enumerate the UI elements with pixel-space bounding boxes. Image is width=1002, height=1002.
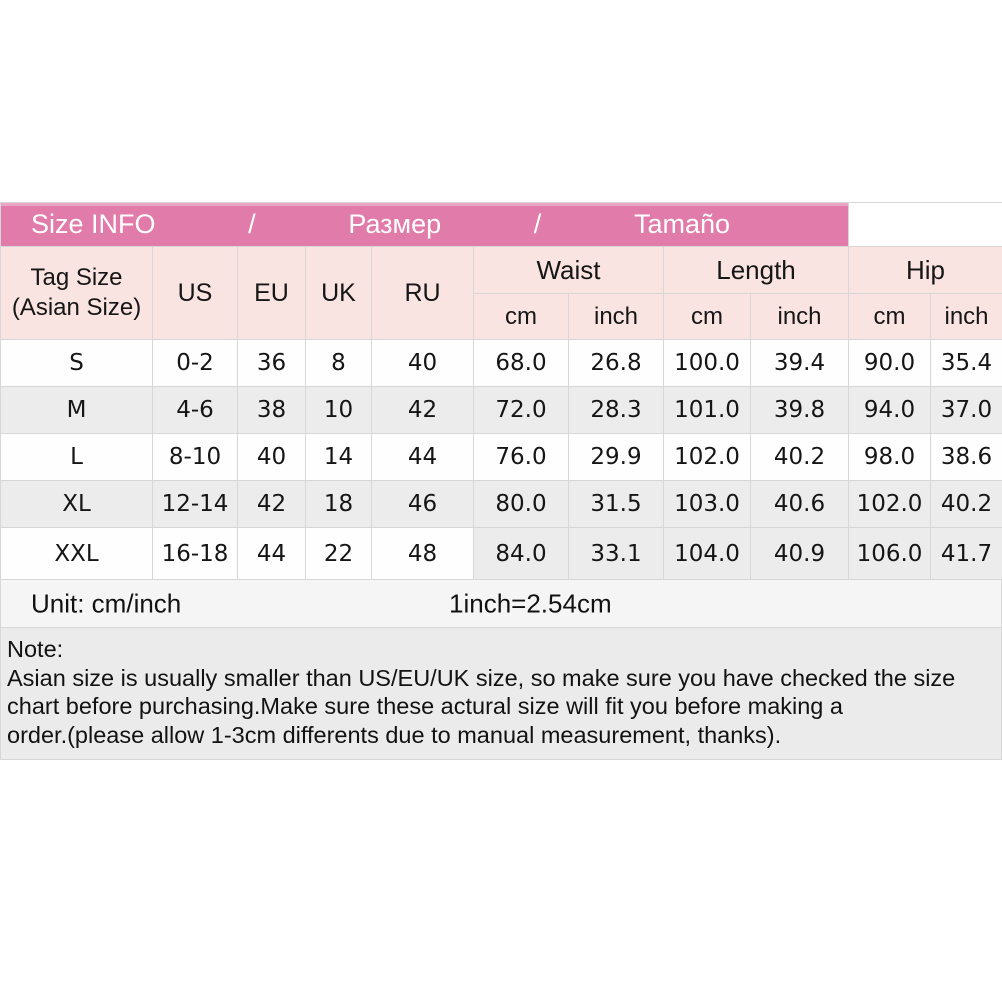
- cell-uk: 8: [305, 339, 372, 387]
- note-line: order.(please allow 1-3cm differents due…: [7, 721, 782, 748]
- cell-eu: 38: [237, 386, 306, 434]
- banner-separator: /: [248, 209, 256, 239]
- corner-line2: (Asian Size): [11, 294, 142, 321]
- cell-ru: 44: [371, 433, 474, 481]
- size-chart-sheet: Size INFO / Размер / Tamaño Tag Size (As…: [0, 202, 1002, 760]
- size-info-banner: Size INFO / Размер / Tamaño: [0, 202, 850, 247]
- cell-waist-cm: 76.0: [473, 433, 569, 481]
- cell-tag: XL: [0, 480, 153, 528]
- cell-hip-cm: 102.0: [848, 480, 932, 528]
- corner-header-tag-size: Tag Size (Asian Size): [0, 246, 153, 340]
- subheader-length-inch: inch: [749, 293, 850, 340]
- cell-hip-inch: 37.0: [930, 386, 1002, 434]
- cell-us: 0-2: [152, 339, 238, 387]
- note-line: Asian size is usually smaller than US/EU…: [7, 664, 956, 691]
- subheader-waist-cm: cm: [473, 293, 569, 340]
- size-row-xxl: XXL 16-18 44 22 48 84.0 33.1 104.0 40.9 …: [0, 527, 1002, 580]
- cell-length-inch: 39.4: [749, 339, 850, 387]
- cell-hip-cm: 90.0: [848, 339, 932, 387]
- note-line: chart before purchasing.Make sure these …: [7, 693, 843, 719]
- cell-waist-inch: 26.8: [568, 339, 664, 387]
- cell-hip-inch: 41.7: [930, 527, 1002, 580]
- group-header-length: Length: [662, 246, 850, 294]
- cell-uk: 18: [305, 480, 372, 528]
- size-row-m: M 4-6 38 10 42 72.0 28.3 101.0 39.8 94.0…: [0, 386, 1002, 434]
- cell-length-cm: 103.0: [663, 480, 751, 528]
- cell-ru: 48: [371, 527, 474, 580]
- cell-length-cm: 101.0: [663, 386, 751, 434]
- size-row-xl: XL 12-14 42 18 46 80.0 31.5 103.0 40.6 1…: [0, 480, 1002, 528]
- banner-title-ru: Размер: [348, 209, 442, 239]
- unit-row: Unit: cm/inch 1inch=2.54cm: [0, 580, 1002, 628]
- banner-title-es: Tamaño: [633, 209, 730, 239]
- cell-length-inch: 39.8: [749, 386, 850, 434]
- banner-title-en: Size INFO: [31, 209, 156, 239]
- conversion-label: 1inch=2.54cm: [449, 588, 612, 618]
- note-title: Note:: [7, 636, 64, 662]
- cell-length-cm: 100.0: [663, 339, 751, 387]
- cell-eu: 40: [237, 433, 306, 481]
- column-header-uk: UK: [305, 246, 372, 340]
- cell-ru: 46: [371, 480, 474, 528]
- cell-waist-inch: 33.1: [568, 527, 664, 580]
- column-header-ru: RU: [371, 246, 474, 340]
- note-block: Note: Asian size is usually smaller than…: [0, 628, 1002, 760]
- cell-length-cm: 104.0: [663, 527, 751, 580]
- cell-waist-cm: 84.0: [473, 527, 569, 580]
- subheader-hip-cm: cm: [848, 293, 932, 340]
- cell-uk: 10: [305, 386, 372, 434]
- banner-row: Size INFO / Размер / Tamaño: [0, 202, 1002, 247]
- group-header-hip: Hip: [848, 246, 1002, 294]
- cell-eu: 36: [237, 339, 306, 387]
- header-row-groups: Tag Size (Asian Size) US EU UK RU Waist …: [0, 246, 1002, 340]
- cell-eu: 42: [237, 480, 306, 528]
- cell-hip-inch: 35.4: [930, 339, 1002, 387]
- cell-length-inch: 40.6: [749, 480, 850, 528]
- cell-hip-cm: 98.0: [848, 433, 932, 481]
- group-header-waist: Waist: [473, 246, 664, 294]
- cell-tag: L: [0, 433, 153, 481]
- cell-tag: M: [0, 386, 153, 434]
- cell-eu: 44: [237, 527, 306, 580]
- banner-text-group: Size INFO / Размер / Tamaño: [2, 209, 848, 240]
- cell-waist-inch: 29.9: [568, 433, 664, 481]
- cell-waist-cm: 68.0: [473, 339, 569, 387]
- cell-us: 16-18: [152, 527, 238, 580]
- cell-tag: S: [0, 339, 153, 387]
- cell-length-cm: 102.0: [663, 433, 751, 481]
- column-header-us: US: [152, 246, 238, 340]
- unit-label: Unit: cm/inch: [31, 588, 182, 618]
- cell-length-inch: 40.9: [749, 527, 850, 580]
- banner-separator: /: [533, 209, 542, 239]
- subheader-length-cm: cm: [663, 293, 751, 340]
- cell-uk: 14: [305, 433, 372, 481]
- cell-length-inch: 40.2: [749, 433, 850, 481]
- subheader-waist-inch: inch: [568, 293, 664, 340]
- cell-waist-cm: 80.0: [473, 480, 569, 528]
- cell-hip-cm: 106.0: [848, 527, 932, 580]
- cell-waist-inch: 31.5: [568, 480, 664, 528]
- header-row-units: cm inch cm inch cm inch: [1, 293, 1002, 340]
- cell-hip-inch: 40.2: [930, 480, 1002, 528]
- cell-tag: XXL: [0, 527, 153, 580]
- cell-waist-cm: 72.0: [473, 386, 569, 434]
- cell-ru: 40: [371, 339, 474, 387]
- cell-us: 8-10: [152, 433, 238, 481]
- cell-hip-inch: 38.6: [930, 433, 1002, 481]
- cell-hip-cm: 94.0: [848, 386, 932, 434]
- corner-line1: Tag Size: [30, 264, 123, 291]
- cell-uk: 22: [305, 527, 372, 580]
- subheader-hip-inch: inch: [930, 293, 1002, 340]
- size-row-s: S 0-2 36 8 40 68.0 26.8 100.0 39.4 90.0 …: [0, 339, 1002, 387]
- cell-waist-inch: 28.3: [568, 386, 664, 434]
- cell-us: 4-6: [152, 386, 238, 434]
- cell-ru: 42: [371, 386, 474, 434]
- banner-empty-cell: [848, 202, 1002, 247]
- cell-us: 12-14: [152, 480, 238, 528]
- size-row-l: L 8-10 40 14 44 76.0 29.9 102.0 40.2 98.…: [0, 433, 1002, 481]
- size-chart-table: Size INFO / Размер / Tamaño Tag Size (As…: [0, 202, 1002, 580]
- column-header-eu: EU: [237, 246, 306, 340]
